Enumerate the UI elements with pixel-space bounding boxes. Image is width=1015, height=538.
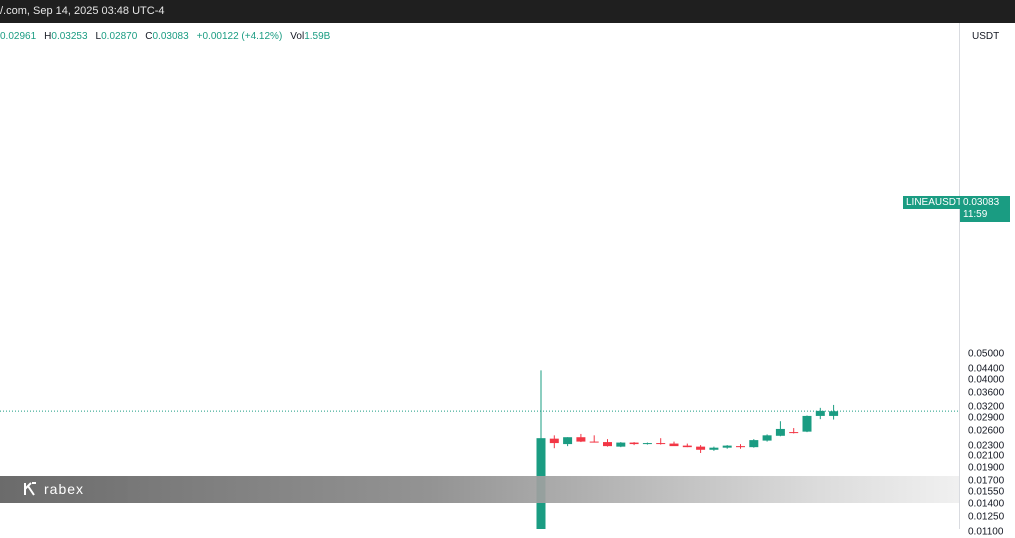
candlestick-chart[interactable] (0, 23, 959, 529)
volume-value: 1.59B (304, 31, 331, 42)
candle (762, 434, 772, 442)
candle (709, 446, 719, 451)
candle (589, 435, 599, 443)
price-axis[interactable]: USDT 0.05000 0.04400 0.04000 0.03600 0.03200… (959, 23, 1015, 538)
symbol-price-label: LINEAUSDT (903, 196, 966, 209)
open-value: 0.02961 (0, 31, 37, 42)
currency-unit-label[interactable]: USDT (972, 31, 1000, 42)
low-value: 0.02870 (101, 31, 138, 42)
price-tick-label: 0.02900 (968, 412, 1005, 424)
candle-body (709, 447, 719, 450)
price-tick-label: 0.01250 (968, 511, 1005, 523)
price-tick-label: 0.03200 (968, 401, 1005, 413)
top-info-bar: /.com, Sep 14, 2025 03:48 UTC-4 (0, 0, 1015, 23)
candle-body (642, 443, 652, 445)
candle-body (576, 437, 586, 442)
close-key: C (145, 31, 153, 42)
candle (603, 439, 612, 447)
candle-body (682, 445, 692, 448)
volume-key: Vol (290, 31, 305, 42)
candle-body (775, 428, 785, 436)
rabex-logo-icon (24, 482, 36, 496)
price-tick-label: 0.02100 (968, 450, 1005, 462)
candle-body (589, 441, 599, 443)
low-key: L (95, 31, 102, 42)
candle-body (829, 411, 839, 416)
candle (616, 442, 626, 448)
price-tick-label: 0.04400 (968, 363, 1005, 375)
candle (829, 404, 839, 420)
candle (682, 443, 692, 448)
candles-group (536, 370, 839, 529)
price-tick-label: 0.01400 (968, 498, 1005, 510)
candle-body (815, 410, 825, 416)
candle-body (629, 442, 639, 445)
candle-body (722, 445, 732, 448)
ohlc-legend: 0.02961 H0.03253 L0.02870 C0.03083 +0.00122 … (0, 30, 330, 44)
price-tick-label: 0.02300 (968, 440, 1005, 452)
change-value: +0.00122 (+4.12%) (196, 31, 283, 42)
watermark-text: rabex (44, 481, 85, 497)
candle-body (603, 442, 612, 447)
last-price-badge: 0.03083 11:59 (960, 196, 1010, 222)
price-tick-label: 0.04000 (968, 374, 1005, 386)
rabex-logo: rabex (22, 481, 84, 497)
candle-body (563, 437, 573, 445)
candle (549, 435, 559, 449)
candle-body (656, 443, 666, 445)
price-tick-label: 0.03600 (968, 387, 1005, 399)
high-key: H (44, 31, 52, 42)
candle (576, 433, 586, 443)
bar-countdown: 11:59 (963, 209, 988, 220)
high-value: 0.03253 (51, 31, 88, 42)
candle (696, 445, 706, 453)
candle (775, 421, 785, 437)
close-value: 0.03083 (152, 31, 189, 42)
candle-body (802, 415, 812, 432)
price-tick-label: 0.01550 (968, 486, 1005, 498)
symbol-date-text: /.com, Sep 14, 2025 03:48 UTC-4 (0, 5, 165, 17)
candle (802, 415, 812, 433)
candle (789, 428, 799, 434)
candle (642, 442, 652, 445)
candle-body (736, 446, 745, 448)
candle (736, 444, 745, 449)
price-tick-label: 0.02600 (968, 425, 1005, 437)
candle-body (669, 443, 679, 447)
candle (536, 370, 546, 529)
candle (656, 438, 666, 445)
candle (563, 437, 573, 447)
price-tick-label: 0.05000 (968, 348, 1005, 360)
price-tick-label: 0.01700 (968, 475, 1005, 487)
candle (722, 445, 732, 449)
watermark-banner: rabex (0, 476, 959, 503)
last-price-value: 0.03083 (963, 197, 1000, 208)
candle-body (616, 442, 626, 447)
candle-body (549, 438, 559, 444)
candle (749, 439, 759, 448)
candle-body (789, 432, 799, 434)
candle-body (749, 440, 759, 448)
candle (815, 407, 825, 420)
candle (669, 441, 679, 447)
price-tick-label: 0.01900 (968, 462, 1005, 474)
candle-body (762, 435, 772, 441)
candle (629, 442, 639, 446)
candle-body (696, 446, 706, 450)
